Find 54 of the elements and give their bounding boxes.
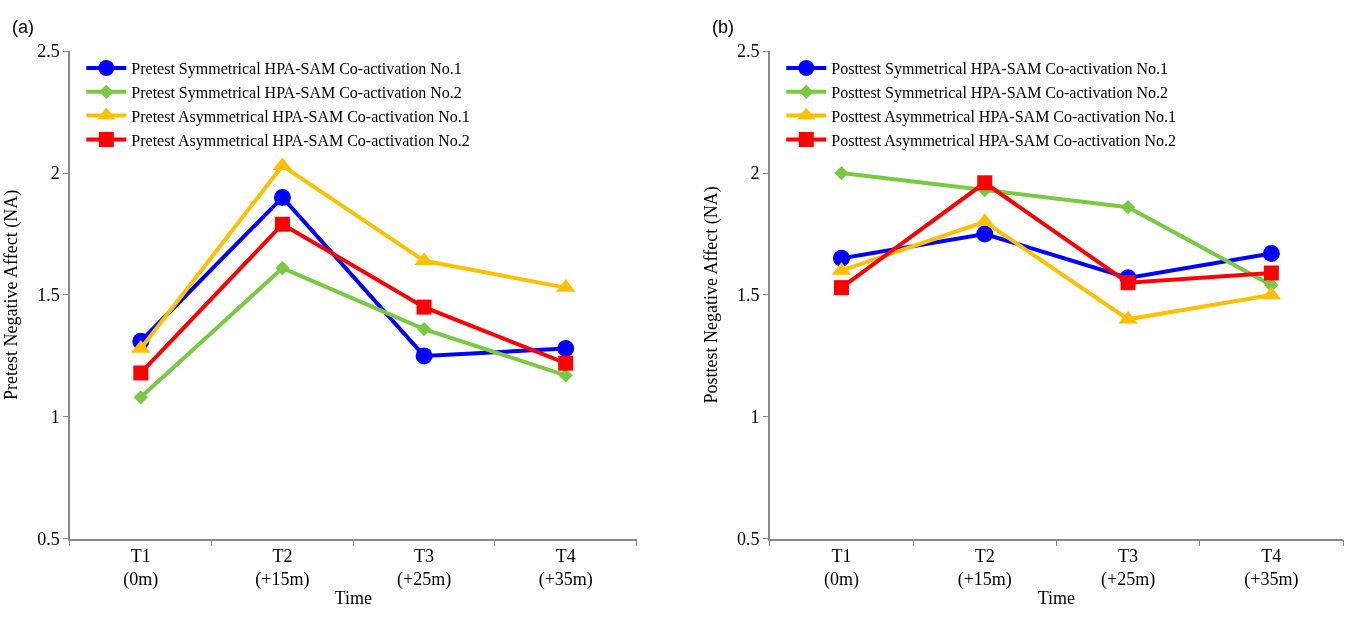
legend-label: Pretest Symmetrical HPA-SAM Co-activation No.2 <box>131 84 462 103</box>
x-tick-label: T2 (+15m) <box>957 546 1012 591</box>
x-tick-label: T4 (+35m) <box>538 546 593 591</box>
point <box>1120 275 1136 291</box>
legend-label: Pretest Asymmetrical HPA-SAM Co-activation No.1 <box>131 107 470 126</box>
x-axis-title: Time <box>334 588 372 609</box>
y-tick-label: 0.5 <box>736 529 760 550</box>
y-tick-label: 2.5 <box>37 41 60 62</box>
point <box>976 225 994 243</box>
point <box>557 340 575 358</box>
x-tick-label: T4 (+35m) <box>1244 546 1299 591</box>
legend-label: Posttest Symmetrical HPA-SAM Co-activation No.1 <box>831 60 1169 79</box>
point <box>416 321 432 337</box>
x-tick-label: T3 (+25m) <box>1100 546 1156 591</box>
point <box>558 355 574 371</box>
point <box>1262 244 1280 262</box>
y-tick-label: 1.5 <box>736 285 760 306</box>
point <box>1263 265 1279 281</box>
point <box>274 216 290 232</box>
legend-label: Pretest Symmetrical HPA-SAM Co-activation No.1 <box>131 60 462 79</box>
point <box>416 299 432 315</box>
point <box>977 175 993 191</box>
point <box>414 252 434 266</box>
point <box>1118 310 1138 324</box>
x-tick-label: T2 (+15m) <box>255 546 310 591</box>
x-tick-label: T1 (0m) <box>123 546 159 591</box>
legend-label: Posttest Asymmetrical HPA-SAM Co-activation No.2 <box>831 131 1177 150</box>
y-tick-label: 0.5 <box>37 529 60 550</box>
y-tick-label: 1.5 <box>37 285 60 306</box>
legend-label: Pretest Asymmetrical HPA-SAM Co-activation No.2 <box>131 131 470 150</box>
legend-label: Posttest Asymmetrical HPA-SAM Co-activation No.1 <box>831 107 1177 126</box>
y-tick-label: 2 <box>750 163 760 184</box>
legend-label: Posttest Symmetrical HPA-SAM Co-activation No.2 <box>831 84 1169 103</box>
x-axis-title: Time <box>1037 588 1076 609</box>
chart-title: (a) <box>12 17 34 37</box>
point <box>133 365 149 381</box>
point <box>133 390 148 405</box>
y-axis-title: Pretest Negative Affect (NA) <box>0 189 22 400</box>
point <box>558 368 573 383</box>
point <box>275 260 290 276</box>
point <box>832 249 850 267</box>
x-tick-label: T3 (+25m) <box>396 546 452 591</box>
x-tick-label: T1 (0m) <box>823 546 859 591</box>
y-tick-label: 1 <box>50 407 60 428</box>
point <box>1120 200 1136 215</box>
point <box>415 347 433 365</box>
point <box>833 280 849 296</box>
chart-title: (b) <box>712 17 734 37</box>
y-axis-title: Posttest Negative Affect (NA) <box>700 186 722 404</box>
point <box>273 188 291 206</box>
y-tick-label: 1 <box>750 407 760 428</box>
y-tick-label: 2 <box>50 163 60 184</box>
point <box>834 165 849 181</box>
y-tick-label: 2.5 <box>736 41 760 62</box>
